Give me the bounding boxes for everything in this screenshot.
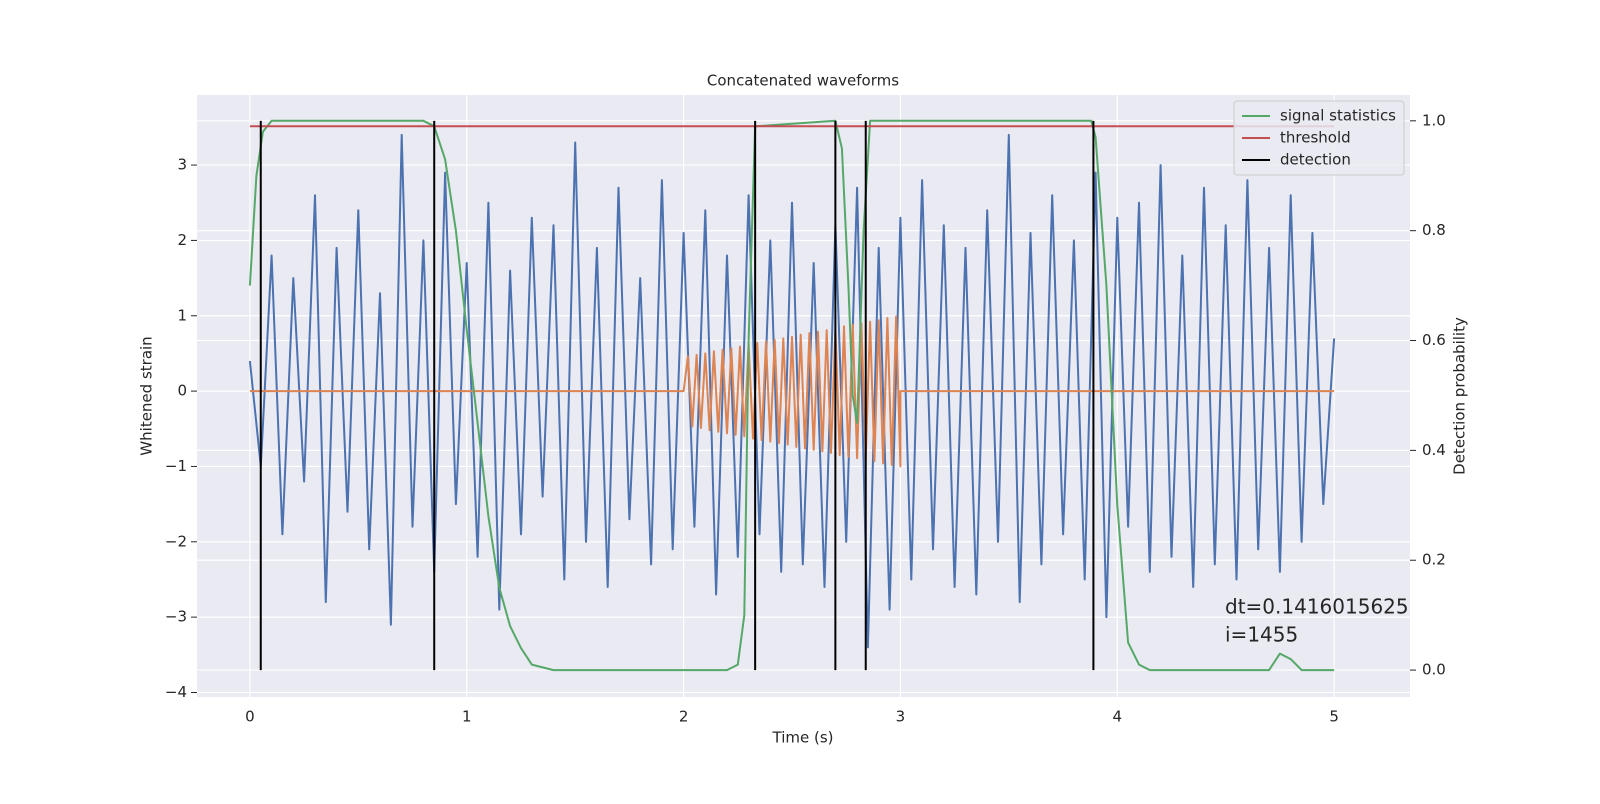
annotation: dt=0.1416015625 <box>1225 595 1409 619</box>
legend-label: detection <box>1280 151 1351 169</box>
series-line <box>248 133 1336 649</box>
y-tick-label: −1 <box>165 457 187 475</box>
x-tick-label: 4 <box>1112 708 1122 726</box>
series-line <box>249 315 1335 468</box>
y2-axis-label: Detection probability <box>1451 317 1469 475</box>
chart-title: Concatenated waveforms <box>707 72 899 90</box>
legend-label: threshold <box>1280 129 1351 147</box>
marks <box>248 119 1336 672</box>
y2-tick-label: 1.0 <box>1422 111 1446 129</box>
y2-tick-label: 0.0 <box>1422 661 1446 679</box>
y-axis-label: Whitened strain <box>138 336 156 455</box>
annotation: i=1455 <box>1225 623 1298 647</box>
y2-tick-label: 0.2 <box>1422 551 1446 569</box>
x-tick-label: 2 <box>679 708 689 726</box>
legend-label: signal statistics <box>1280 107 1396 125</box>
x-tick-label: 5 <box>1329 708 1339 726</box>
y-tick-label: 0 <box>177 382 187 400</box>
y-tick-label: 1 <box>177 306 187 324</box>
y-tick-label: −2 <box>165 532 187 550</box>
x-tick-label: 1 <box>462 708 472 726</box>
x-axis-label: Time (s) <box>772 729 834 747</box>
series-line <box>248 119 1335 672</box>
y2-tick-label: 0.6 <box>1422 331 1446 349</box>
y-tick-label: −4 <box>165 683 187 701</box>
y2-tick-label: 0.4 <box>1422 441 1446 459</box>
legend-box <box>1233 100 1405 176</box>
y2-tick-label: 0.8 <box>1422 221 1446 239</box>
y-tick-label: −3 <box>165 608 187 626</box>
x-tick-label: 0 <box>245 708 255 726</box>
y-tick-label: 3 <box>177 156 187 174</box>
x-tick-label: 3 <box>896 708 906 726</box>
y-tick-label: 2 <box>177 231 187 249</box>
